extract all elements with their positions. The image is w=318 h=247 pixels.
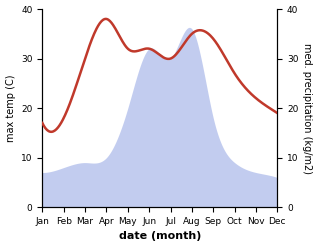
Y-axis label: max temp (C): max temp (C) [5,74,16,142]
Y-axis label: med. precipitation (kg/m2): med. precipitation (kg/m2) [302,43,313,174]
X-axis label: date (month): date (month) [119,231,201,242]
